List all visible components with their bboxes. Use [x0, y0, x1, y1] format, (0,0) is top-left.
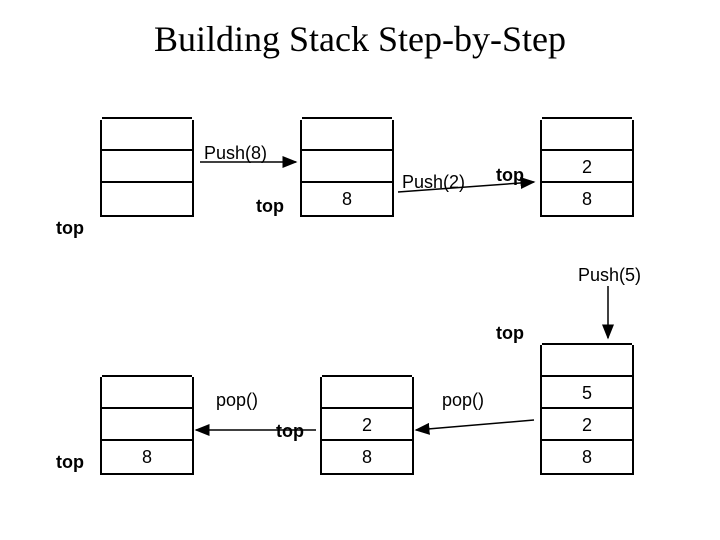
- arrows-layer: [0, 0, 720, 540]
- arrow: [416, 420, 534, 430]
- arrow: [398, 182, 534, 192]
